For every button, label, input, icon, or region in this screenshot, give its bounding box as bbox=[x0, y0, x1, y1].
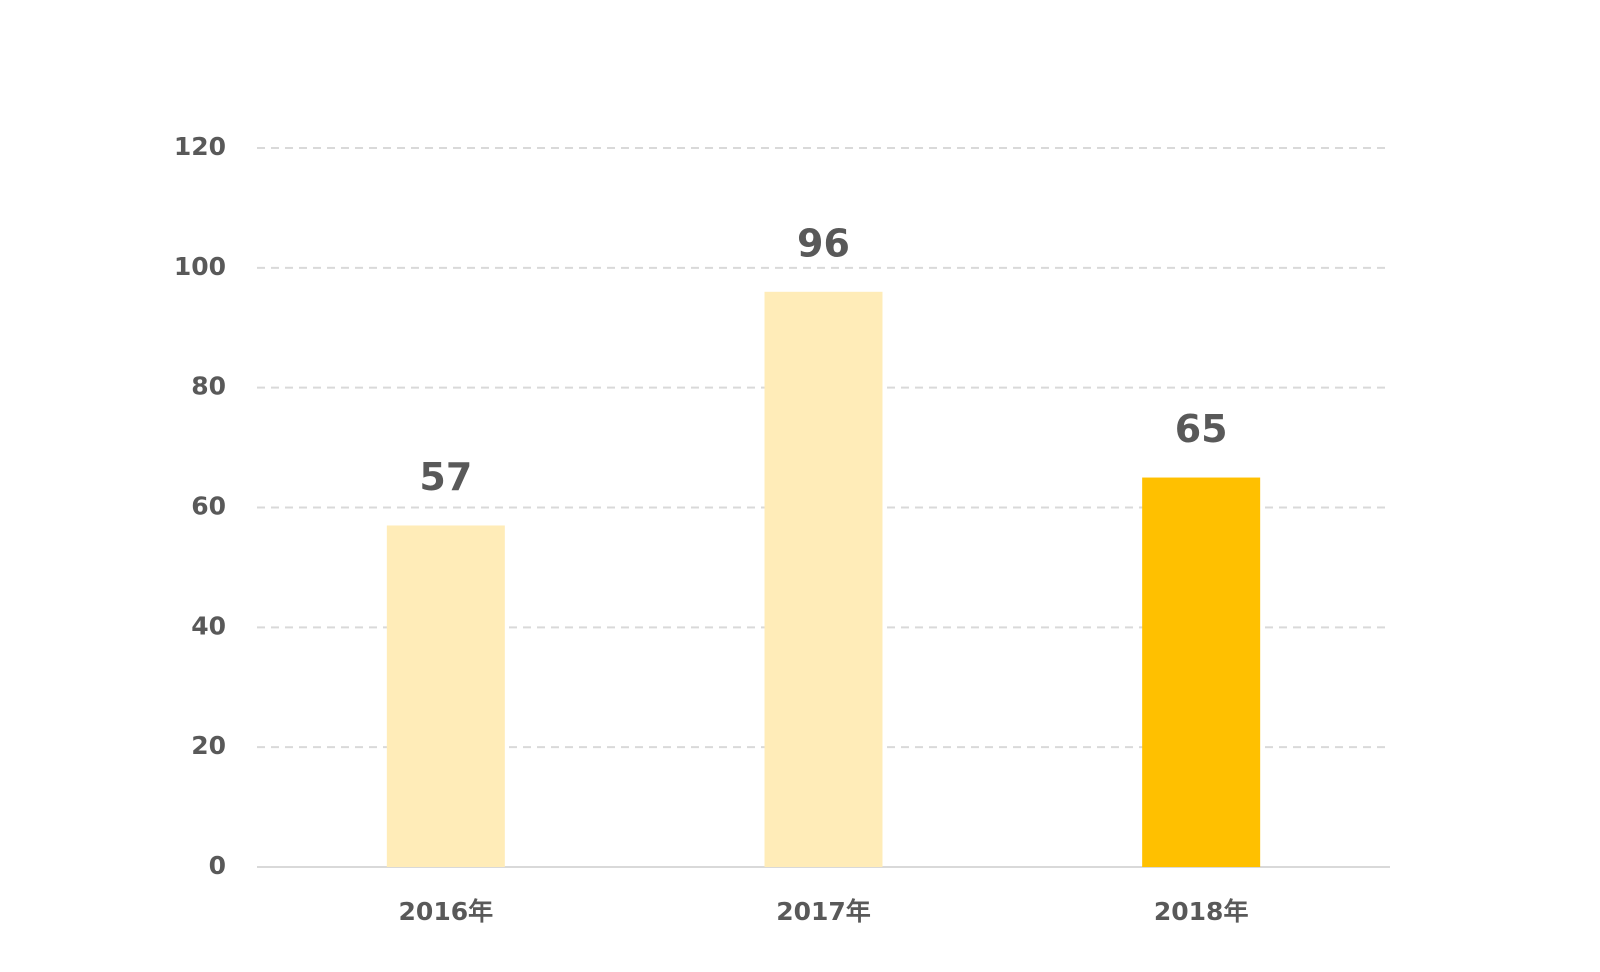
y-tick-label: 60 bbox=[191, 492, 226, 521]
bar bbox=[386, 525, 505, 867]
y-tick-label: 120 bbox=[174, 132, 226, 161]
y-tick-label: 100 bbox=[174, 252, 226, 281]
bar bbox=[764, 291, 883, 867]
x-tick-label: 2017年 bbox=[776, 897, 871, 926]
data-label: 65 bbox=[1175, 407, 1228, 451]
y-tick-label: 80 bbox=[191, 372, 226, 401]
y-tick-label: 20 bbox=[191, 731, 226, 760]
bar bbox=[1142, 477, 1261, 867]
data-label: 96 bbox=[797, 221, 850, 265]
y-tick-label: 0 bbox=[209, 851, 226, 880]
x-tick-label: 2016年 bbox=[399, 897, 494, 926]
x-tick-label: 2018年 bbox=[1154, 897, 1249, 926]
data-label: 57 bbox=[419, 455, 472, 499]
y-tick-label: 40 bbox=[191, 611, 226, 640]
